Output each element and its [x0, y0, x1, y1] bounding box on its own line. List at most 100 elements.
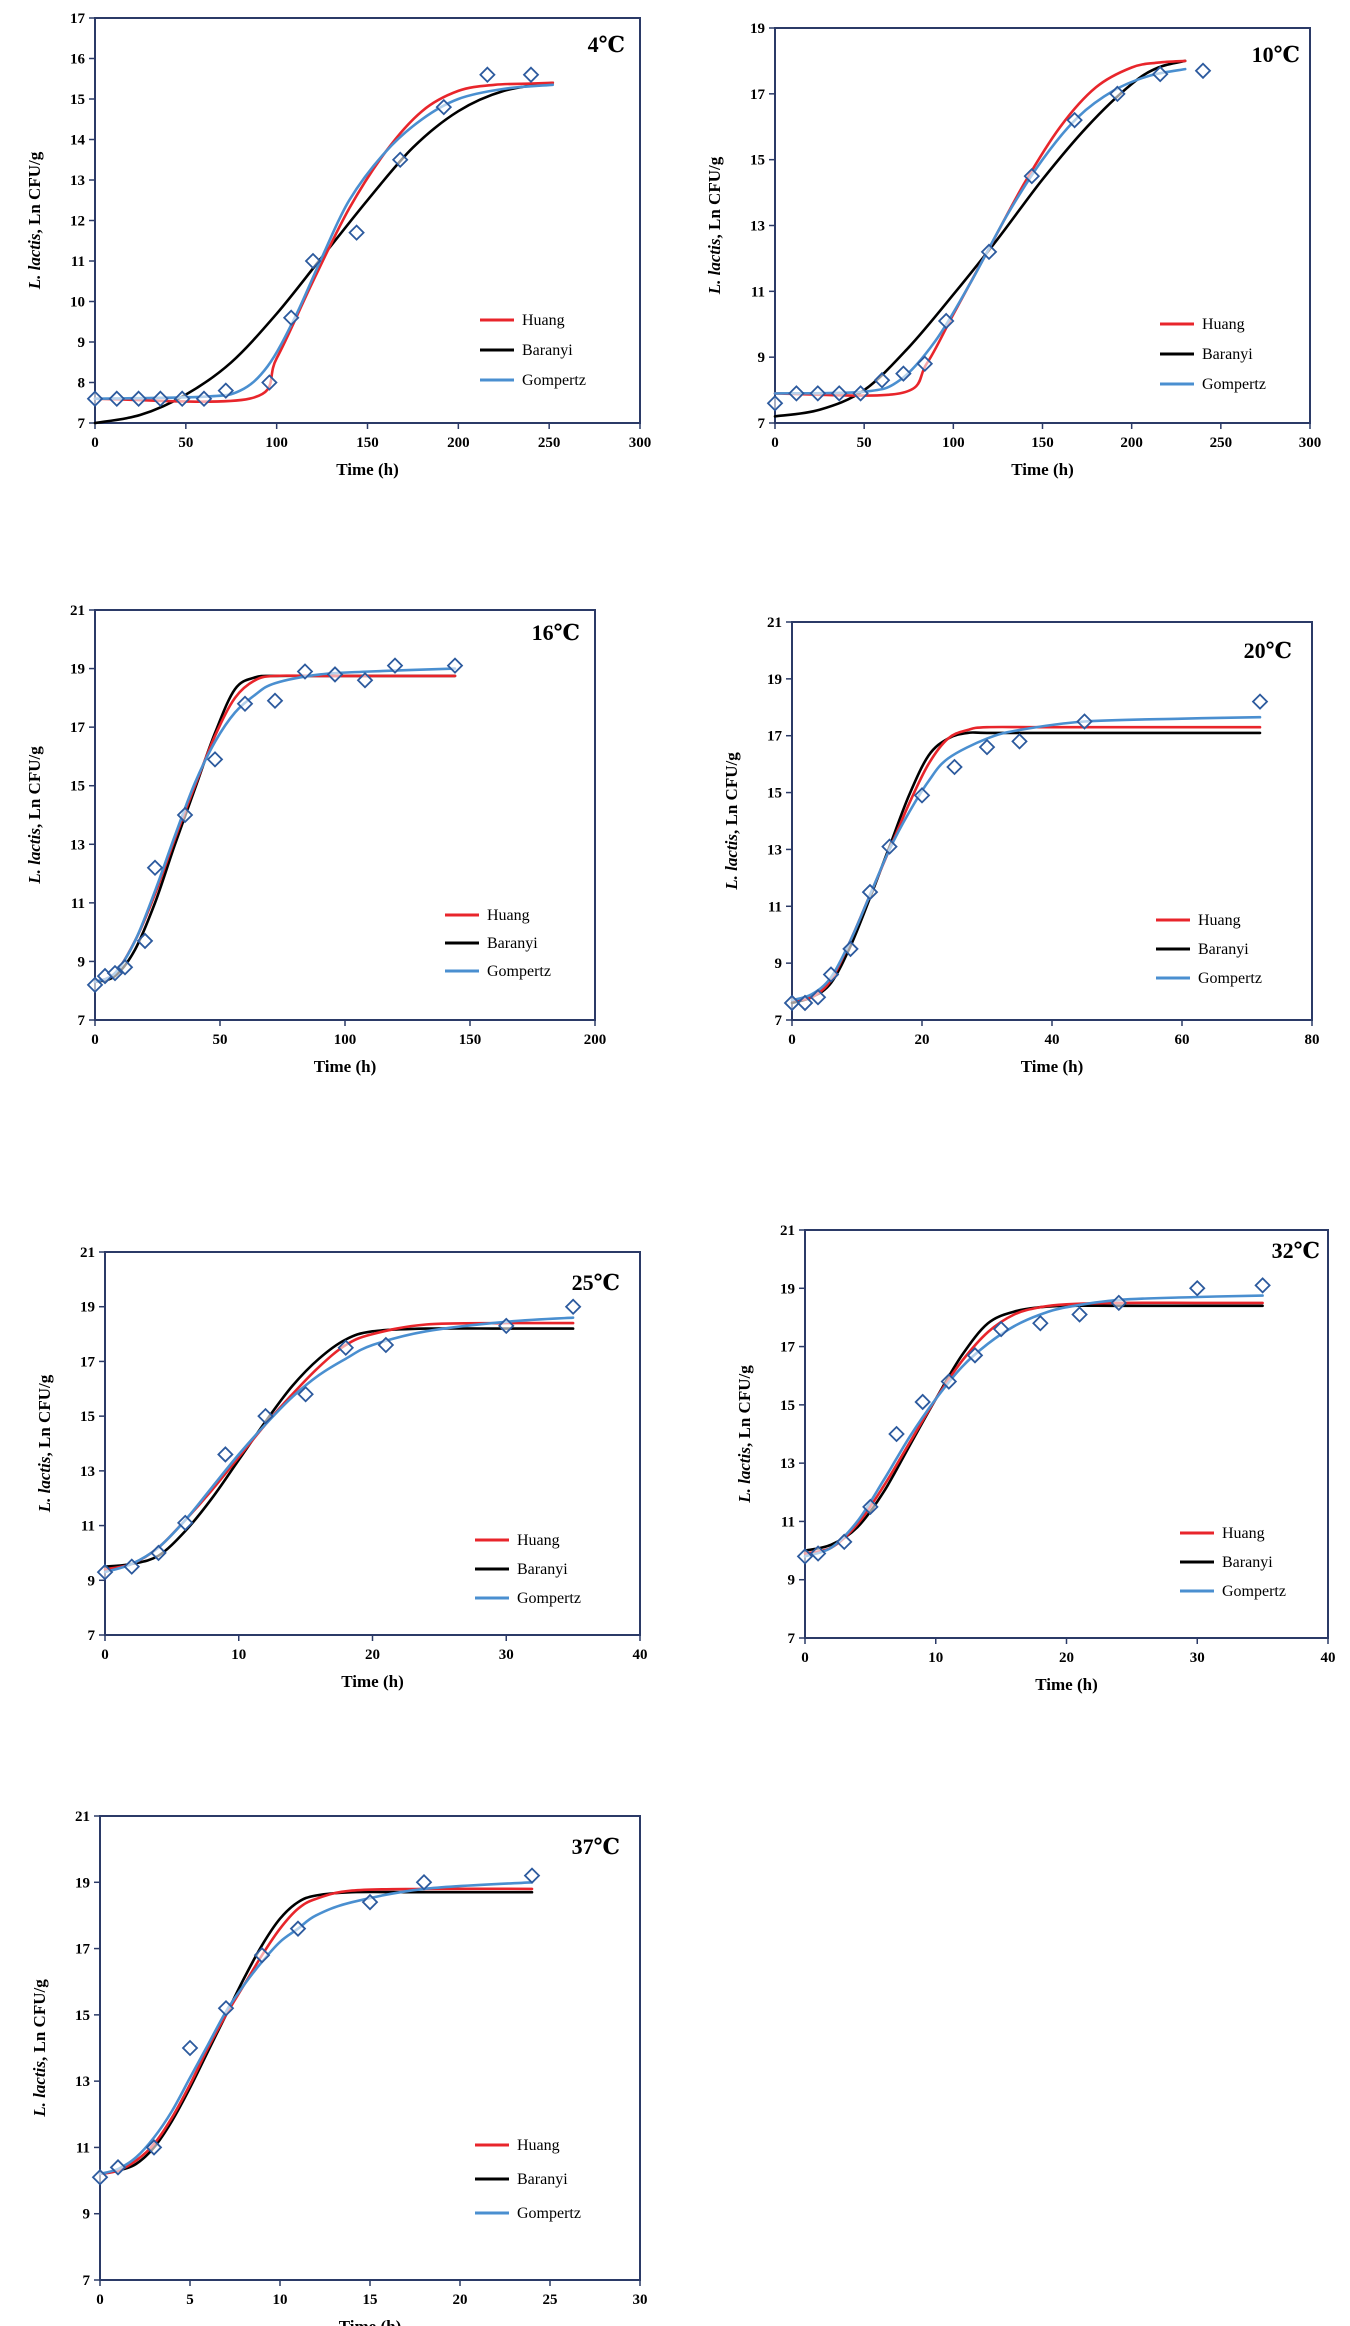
- observed-data-point: [940, 1373, 958, 1390]
- x-tick-label: 20: [453, 2292, 468, 2308]
- x-tick-label: 40: [1045, 1032, 1060, 1048]
- baranyi-model-curve: [93, 674, 457, 984]
- chart-panel-37c: 7 9 11 13 15 17 19 21 0 5 10 15 20 25 30 Time (h) L. lac…: [0, 1800, 680, 2326]
- growth-chart-10c: 7 9 11 13 15 17 19 0 50 100 150 200 250 300 Time (h) L.…: [705, 21, 1322, 479]
- y-axis-title-unit: , Ln CFU/g: [30, 1979, 49, 2061]
- legend-label-huang: Huang: [1222, 1525, 1265, 1542]
- x-tick-label: 0: [91, 435, 99, 451]
- y-tick-label: 15: [767, 786, 782, 802]
- observed-data-point: [1194, 62, 1212, 80]
- x-tick-label: 50: [178, 435, 193, 451]
- growth-chart-25c: 7 9 11 13 15 17 19 21 0 10 20 30 40 Time (h) L. lactis…: [35, 1245, 648, 1691]
- observed-data-point: [176, 806, 194, 824]
- observed-data-point: [195, 390, 213, 407]
- x-tick-label: 0: [771, 435, 779, 451]
- gompertz-model-curve: [93, 667, 457, 984]
- observed-data-point: [146, 859, 164, 876]
- chart-panel-25c: 7 9 11 13 15 17 19 21 0 10 20 30 40 Time (h) L. lactis…: [0, 1220, 680, 1720]
- legend-label-gompertz: Gompertz: [487, 963, 551, 980]
- legend-label-huang: Huang: [1202, 316, 1245, 333]
- legend-label-baranyi: Baranyi: [517, 2171, 568, 2188]
- y-tick-label: 19: [780, 1281, 795, 1297]
- x-tick-label: 0: [101, 1647, 109, 1663]
- observed-data-point: [326, 666, 344, 683]
- observed-data-point: [391, 151, 409, 169]
- x-axis-title: Time (h): [339, 2317, 402, 2326]
- legend-label-huang: Huang: [517, 1532, 560, 1549]
- y-tick-label: 11: [71, 896, 85, 912]
- y-axis-title-unit: , Ln CFU/g: [705, 156, 724, 238]
- observed-data-point: [895, 365, 912, 382]
- observed-data-point: [304, 252, 322, 270]
- y-axis-title: L. lactis, Ln CFU/g: [35, 1374, 54, 1513]
- y-tick-label: 7: [88, 1628, 96, 1644]
- observed-data-point: [1032, 1314, 1049, 1332]
- observed-data-point: [1023, 167, 1041, 185]
- chart-panel-4c: 7 8 9 10 11 12 13 14 15 16 17 0 50 100 150 200 250 300 Tim…: [0, 0, 660, 505]
- observed-data-point: [861, 883, 879, 901]
- x-tick-label: 300: [1299, 435, 1322, 451]
- y-tick-label: 17: [70, 11, 86, 27]
- y-tick-label: 10: [70, 295, 85, 311]
- legend-label-baranyi: Baranyi: [522, 342, 573, 359]
- observed-data-point: [348, 224, 365, 241]
- plot-frame: [804, 1229, 1329, 1639]
- y-tick-label: 9: [88, 1573, 96, 1589]
- gompertz-model-curve: [98, 1881, 534, 2176]
- x-tick-label: 10: [231, 1647, 246, 1663]
- observed-data-point: [1109, 85, 1126, 103]
- observed-data-point: [152, 390, 169, 407]
- y-axis-title-organism: L. lactis: [25, 233, 44, 290]
- x-tick-label: 50: [857, 435, 872, 451]
- huang-model-curve: [98, 1887, 534, 2176]
- y-tick-label: 9: [775, 956, 783, 972]
- y-tick-label: 17: [75, 1942, 91, 1958]
- huang-model-curve: [773, 59, 1187, 397]
- legend-label-gompertz: Gompertz: [1222, 1583, 1286, 1600]
- growth-chart-16c: 7 9 11 13 15 17 19 21 0 50 100 150 200 Time (h) L. lac…: [25, 603, 606, 1076]
- x-tick-label: 0: [91, 1032, 99, 1048]
- baranyi-model-curve: [773, 59, 1187, 418]
- observed-data-point: [123, 1558, 141, 1575]
- y-axis-title: L. lactis, Ln CFU/g: [722, 752, 741, 891]
- legend-label-gompertz: Gompertz: [517, 1590, 581, 1607]
- legend-label-baranyi: Baranyi: [1198, 941, 1249, 958]
- x-tick-label: 100: [942, 435, 965, 451]
- observed-data-point: [145, 2139, 163, 2156]
- legend-label-baranyi: Baranyi: [487, 935, 538, 952]
- growth-chart-32c: 7 9 11 13 15 17 19 21 0 10 20 30 40 Time (h) L. lactis…: [735, 1223, 1336, 1694]
- y-tick-label: 19: [70, 662, 85, 678]
- baranyi-model-curve: [803, 1304, 1264, 1552]
- temperature-label: 32℃: [1272, 1238, 1320, 1263]
- x-tick-label: 60: [1175, 1032, 1190, 1048]
- observed-data-point: [916, 355, 934, 373]
- chart-panel-32c: 7 9 11 13 15 17 19 21 0 10 20 30 40 Time (h) L. lactis…: [680, 1210, 1340, 1720]
- observed-data-point: [217, 1446, 234, 1463]
- observed-data-point: [361, 1893, 379, 1911]
- observed-data-point: [415, 1874, 433, 1891]
- y-tick-label: 13: [70, 173, 85, 189]
- huang-model-curve: [93, 81, 555, 403]
- observed-data-point: [497, 1317, 515, 1335]
- observed-data-point: [1066, 111, 1083, 129]
- y-axis-title-organism: L. lactis: [30, 2061, 49, 2118]
- observed-data-point: [1110, 1294, 1128, 1312]
- y-tick-label: 11: [768, 899, 782, 915]
- x-tick-label: 20: [915, 1032, 930, 1048]
- y-axis-title-unit: , Ln CFU/g: [722, 752, 741, 834]
- x-tick-label: 10: [273, 2292, 288, 2308]
- x-axis-title: Time (h): [1035, 1675, 1098, 1694]
- observed-data-point: [181, 2039, 199, 2057]
- y-axis-title-organism: L. lactis: [25, 828, 44, 885]
- observed-data-point: [356, 672, 374, 689]
- x-tick-label: 30: [1190, 1650, 1205, 1666]
- observed-data-point: [796, 994, 814, 1012]
- y-tick-label: 13: [70, 837, 85, 853]
- observed-data-point: [1011, 733, 1028, 750]
- y-tick-label: 9: [83, 2207, 91, 2223]
- y-tick-label: 17: [80, 1354, 96, 1370]
- temperature-label: 16℃: [532, 620, 580, 645]
- gompertz-model-curve: [803, 1294, 1264, 1558]
- y-tick-label: 14: [70, 133, 86, 149]
- y-tick-label: 16: [70, 52, 86, 68]
